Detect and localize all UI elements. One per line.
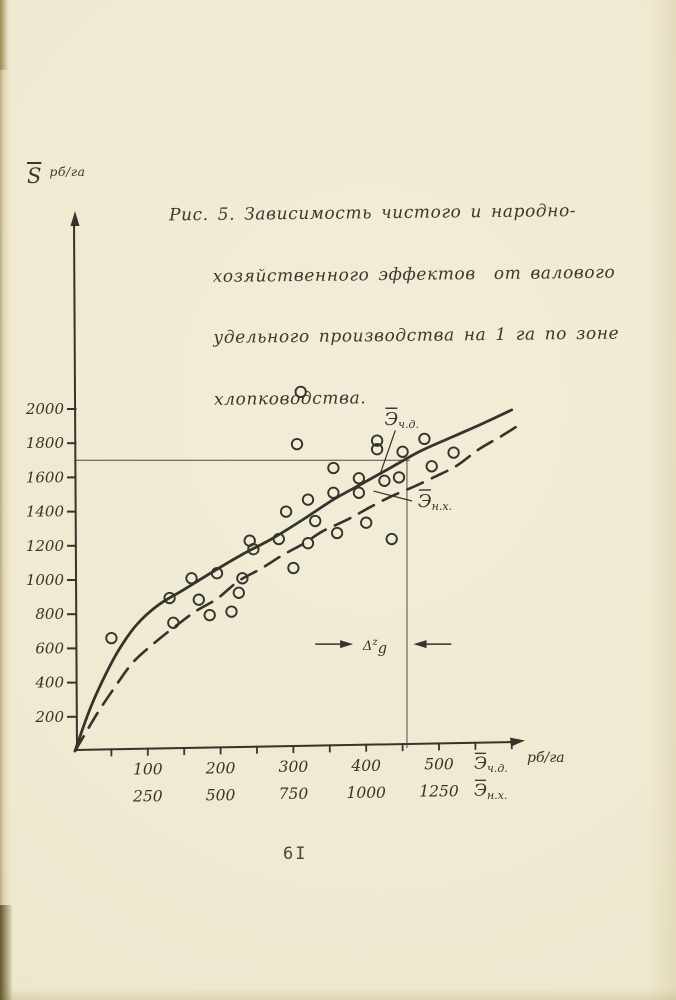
scatter-point xyxy=(203,608,216,622)
scatter-point xyxy=(378,474,391,487)
page-edge-shadow-top xyxy=(0,0,8,70)
y-axis-symbol: S xyxy=(27,164,42,188)
x-axis-arrowhead-icon xyxy=(510,737,525,747)
scatter-point xyxy=(352,472,366,485)
x-tick-label: 1250 xyxy=(419,782,459,800)
scatter-point xyxy=(425,460,438,473)
scatter-point xyxy=(272,532,285,546)
scatter-point xyxy=(167,616,180,629)
x-row-series-label: Эн.х. xyxy=(474,781,507,802)
scatter-point xyxy=(370,443,384,456)
scatter-point xyxy=(370,434,384,447)
y-tick-label: 1600 xyxy=(26,468,65,486)
delta-label: Δzg xyxy=(362,636,387,657)
x-tick-label: 1000 xyxy=(346,784,386,802)
curve-label-leader xyxy=(373,490,413,502)
scatter-point xyxy=(301,537,315,550)
curve-solid xyxy=(73,408,514,753)
x-tick-label: 100 xyxy=(133,761,163,779)
x-axis-unit: рб/га xyxy=(527,750,565,766)
x-tick-label: 750 xyxy=(279,785,309,803)
y-tick-label: 600 xyxy=(35,639,64,657)
y-tick-label: 1200 xyxy=(26,537,65,555)
scatter-point xyxy=(396,445,409,458)
curve-label: Эн.х. xyxy=(418,491,452,513)
scatter-point xyxy=(309,514,322,528)
x-axis-line xyxy=(74,741,517,751)
scatter-point xyxy=(447,446,460,459)
y-axis-unit: рб/га xyxy=(49,164,86,179)
scatter-point xyxy=(290,437,304,451)
x-row-series-label: Эч.д. xyxy=(474,754,508,775)
scatter-point xyxy=(279,505,293,518)
y-axis-arrowhead-icon xyxy=(70,211,80,226)
x-tick-label: 200 xyxy=(205,759,236,777)
scatter-point xyxy=(418,432,431,446)
curve-dashed xyxy=(73,421,524,753)
x-tick-label: 250 xyxy=(132,788,163,806)
scatter-point xyxy=(210,567,224,580)
y-tick-label: 2000 xyxy=(25,400,65,418)
y-tick-label: 200 xyxy=(34,708,64,726)
y-tick-label: 1000 xyxy=(26,571,65,589)
scatter-point xyxy=(247,543,260,556)
scatter-point xyxy=(385,532,398,546)
y-tick-label: 1400 xyxy=(26,503,65,521)
scatter-point xyxy=(236,572,249,585)
scatter-point xyxy=(163,591,176,605)
x-tick-label: 400 xyxy=(350,757,381,775)
scatter-point xyxy=(301,493,315,506)
y-axis-line xyxy=(73,218,78,752)
scatter-point xyxy=(352,486,366,499)
scatter-point xyxy=(287,561,300,575)
scatter-point xyxy=(294,385,307,399)
x-tick-label: 300 xyxy=(279,758,309,776)
y-tick-label: 400 xyxy=(34,674,64,692)
x-tick-label: 500 xyxy=(206,786,236,804)
x-tick-label: 500 xyxy=(424,755,454,773)
scatter-point xyxy=(105,631,118,645)
curve-label: Эч.д. xyxy=(384,409,419,431)
delta-arrow-right-arrowhead-icon xyxy=(413,640,427,649)
page-number: 6I xyxy=(283,844,308,864)
scatter-point xyxy=(330,526,344,540)
y-tick-label: 800 xyxy=(35,605,64,623)
scatter-point xyxy=(232,586,245,599)
scatter-point xyxy=(185,572,198,585)
y-tick-label: 1800 xyxy=(26,434,65,452)
scatter-point xyxy=(360,516,373,529)
scatter-point xyxy=(327,461,340,475)
scatter-point xyxy=(327,486,340,499)
scatter-point xyxy=(192,593,205,606)
scatter-point xyxy=(225,605,238,618)
page-edge-shadow-bottom xyxy=(0,905,13,1000)
curve-label-leader xyxy=(380,430,396,473)
delta-arrow-left-arrowhead-icon xyxy=(340,640,354,649)
scatter-point xyxy=(392,471,406,484)
